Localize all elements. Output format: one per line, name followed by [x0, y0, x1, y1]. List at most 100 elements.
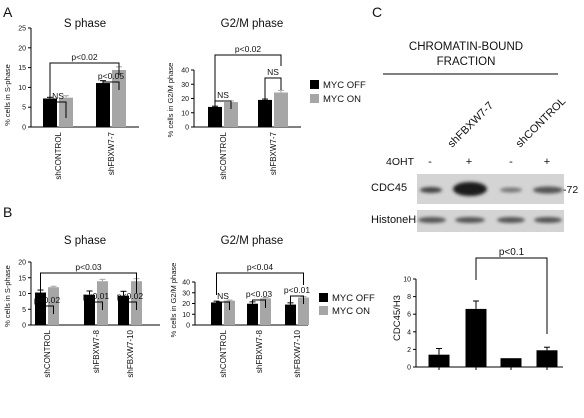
significance-bracket [214, 54, 282, 112]
y-tick-label: 10 [181, 110, 189, 117]
y-tick-label: 5 [22, 307, 26, 314]
x-tick-label: shFBXW7-8 [255, 329, 264, 373]
y-tick-label: 40 [181, 68, 189, 75]
bar-ratio [536, 350, 558, 367]
significance-label: p<0.02 [71, 52, 98, 62]
blot-treatment-label: 4OHT [386, 156, 415, 168]
blot-band-histone-1 [418, 217, 446, 223]
x-tick-label: shFBXW7-8 [92, 329, 101, 373]
y-tick-label: 15 [18, 65, 26, 72]
y-tick-label: 30 [181, 82, 189, 89]
bar-myc-on [112, 69, 126, 127]
legend-b: MYC OFF MYC ON [319, 293, 375, 317]
chart-title: S phase [64, 18, 106, 30]
y-tick-label: 0 [22, 125, 26, 132]
significance-label: p<0.1 [499, 247, 525, 258]
significance-bracket [264, 77, 282, 101]
y-tick-label: 15 [18, 275, 26, 282]
blot-strip-histone [417, 210, 564, 232]
y-tick-label: 0 [407, 365, 411, 372]
blot-band-histone-2 [455, 217, 485, 223]
y-tick-label: 30 [182, 290, 190, 297]
blot-band-cdc45-2 [453, 182, 487, 196]
panel-label-b: B [3, 204, 12, 220]
blot-header-line1: CHROMATIN-BOUND [409, 41, 523, 53]
y-tick-label: 20 [182, 301, 190, 308]
bar-ratio [500, 358, 522, 367]
significance-label: NS [267, 67, 279, 77]
significance-bracket [252, 299, 266, 312]
significance-bracket [40, 305, 54, 316]
significance-label: p<0.05 [98, 71, 125, 81]
y-tick-label: 6 [407, 312, 411, 319]
legend-b-off-swatch [319, 293, 328, 302]
blot-sign-4: + [544, 156, 550, 168]
y-axis-label: CDC45/H3 [392, 295, 403, 341]
y-axis-label: % cells in G2/M phase [166, 63, 175, 138]
blot-sign-2: + [466, 156, 472, 168]
bar-myc-on [224, 300, 235, 325]
blot-band-cdc45-4 [533, 186, 563, 194]
significance-label: p<0.02 [117, 291, 144, 301]
chart-c-cdc45-ratio: CDC45/H3 0 2 4 6 8 10 p<0.1 [392, 247, 563, 372]
chart-title: G2/M phase [221, 235, 284, 247]
x-tick-label: shFBXW7-7 [107, 131, 116, 175]
y-tick-label: 2 [407, 347, 411, 354]
significance-label: NS [217, 291, 229, 301]
bar-myc-off [208, 106, 222, 127]
significance-label: p<0.01 [83, 291, 110, 301]
y-tick-label: 10 [18, 85, 26, 92]
y-tick-label: 10 [18, 291, 26, 298]
bar-ratio [428, 354, 450, 367]
y-axis-label: % cells in S-phase [3, 265, 12, 327]
legend-a-on-swatch [310, 94, 319, 103]
blot-row-label-histone: HistoneH3 [371, 214, 422, 226]
x-tick-label: shCONTROL [219, 131, 228, 179]
blot-sign-3: - [509, 156, 513, 168]
bar-myc-on [224, 102, 238, 127]
significance-bracket [49, 62, 120, 115]
significance-label: p<0.02 [235, 44, 262, 54]
blot-sign-1: - [428, 156, 432, 168]
significance-label: p<0.03 [75, 262, 102, 272]
blot-lane-group-1: shFBXW7-7 [446, 100, 496, 150]
significance-bracket [216, 272, 304, 295]
y-axis-label: % cells in S-phase [3, 64, 12, 126]
bar-myc-off [96, 83, 110, 127]
significance-label: p<0.03 [246, 289, 273, 299]
significance-label: p<0.02 [34, 295, 61, 305]
bar-myc-on [298, 297, 309, 325]
bar-myc-off [258, 99, 272, 127]
legend-b-on-swatch [319, 306, 328, 315]
panel-label-c: C [372, 4, 382, 20]
y-tick-label: 8 [407, 294, 411, 301]
y-tick-label: 20 [18, 260, 26, 267]
legend-a-off-label: MYC OFF [323, 80, 366, 91]
legend-a-on-label: MYC ON [323, 94, 361, 105]
significance-bracket [216, 301, 230, 310]
y-tick-label: 20 [18, 45, 26, 52]
significance-bracket [89, 301, 103, 319]
bar-myc-off [285, 304, 296, 325]
significance-bracket [123, 301, 137, 319]
x-tick-label: shCONTROL [219, 329, 228, 377]
x-tick-label: shCONTROL [54, 131, 63, 179]
legend-a: MYC OFF MYC ON [310, 80, 366, 105]
blot-row-label-cdc45: CDC45 [371, 182, 407, 194]
significance-label: p<0.01 [284, 285, 311, 295]
y-tick-label: 5 [22, 105, 26, 112]
blot-band-cdc45-3 [500, 187, 522, 193]
y-axis-label: % cells in G2/M phase [169, 263, 178, 338]
bar-ratio [465, 308, 487, 367]
chart-title: G2/M phase [221, 18, 284, 30]
blot-band-cdc45-1 [420, 187, 442, 193]
chart-a-g2m-phase: G2/M phase % cells in G2/M phase 0 10 20 30 40… [166, 18, 301, 180]
blot-lane-group-2: shCONTROL [514, 95, 569, 150]
significance-bracket [290, 295, 304, 313]
panel-label-a: A [3, 4, 13, 20]
legend-a-off-swatch [310, 80, 319, 89]
bar-myc-on [260, 298, 271, 325]
significance-bracket [475, 257, 548, 334]
y-tick-label: 20 [181, 96, 189, 103]
